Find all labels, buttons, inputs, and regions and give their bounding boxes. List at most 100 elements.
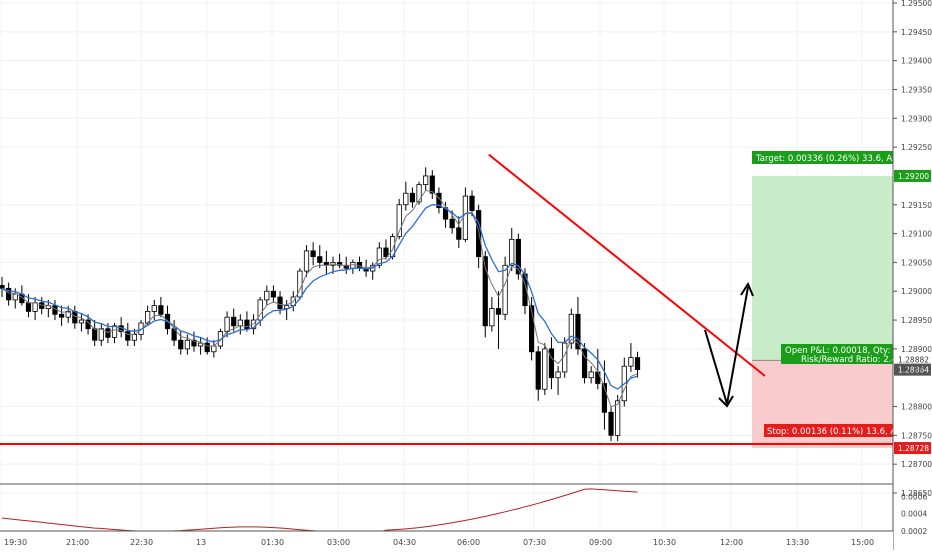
candle-body [231,316,237,327]
candle-body [634,357,641,371]
time-tick-label: 04:30 [393,538,416,547]
projection-arrow[interactable] [704,281,754,408]
candle-body [515,238,521,275]
price-tick-label: 1.29350 [901,85,932,94]
candle-body [264,290,270,301]
projection-path [704,286,749,405]
candle-body [6,287,12,301]
price-tag-box [894,442,931,455]
candle-body [529,305,535,353]
time-tick-label: 09:00 [589,538,612,547]
osc-tick-label: 0.0004 [901,510,927,519]
candle-body [535,351,541,390]
drawn-lines[interactable] [0,153,893,445]
time-tick-label: 19:30 [4,538,27,547]
candle-body [575,313,581,350]
candle-body [78,319,85,324]
price-tick-label: 1.29000 [901,287,932,296]
candle-body [376,247,382,266]
stop-label: Stop: 0.00136 (0.11%) 13.6, Amoun [767,427,920,437]
position-zones[interactable] [752,175,893,449]
candle-body [178,339,184,350]
position-labels: Target: 0.00336 (0.26%) 33.6, Amoun Open … [752,151,920,437]
candle-body [588,371,594,379]
candle-body [303,250,310,272]
price-tag-label: 1.28882 [898,355,929,364]
candle-body [0,285,5,289]
time-tick-label: 22:30 [130,538,153,547]
price-tick-label: 1.29050 [901,258,932,267]
price-axis-bg [893,0,932,550]
candle-body [310,250,316,258]
candle-body [151,305,157,312]
candle-body [615,400,621,436]
price-tick-label: 1.28900 [901,345,932,354]
time-axis-bg [0,531,893,550]
candle-body [469,195,475,211]
candle-body [456,227,462,240]
candle-body [224,316,230,332]
price-tick-label: 1.29500 [901,0,932,8]
candle-body [12,293,18,301]
time-tick-label: 06:00 [457,538,480,547]
candle-body [495,308,502,315]
time-tick-label: 15:00 [851,538,874,547]
bar-timer: 00:37 [901,364,923,373]
price-tag-box [894,169,931,182]
time-tick-label: 10:30 [653,538,676,547]
candle-body [548,348,555,379]
price-tick-label: 1.29300 [901,114,932,123]
candle-body [628,357,634,367]
price-tick-label: 1.28750 [901,431,932,440]
candle-body [502,264,508,315]
candle-body [197,342,204,347]
candle-body [217,331,224,347]
candle-body [396,204,402,237]
price-tick-label: 1.29250 [901,143,932,152]
candle-body [125,331,131,341]
candle-body [92,328,98,341]
oscillator-pane [0,483,893,534]
stop-label-box [764,424,893,437]
candle-body [131,334,137,341]
time-tick-label: 13 [196,538,206,547]
price-tick-label: 1.28650 [901,489,932,498]
candle-body [158,305,164,315]
osc-tick-label: 0.0006 [901,492,927,501]
target-label: Target: 0.00336 (0.26%) 33.6, Amoun [755,154,916,164]
candle-body [211,345,217,353]
candle-body [25,302,32,312]
candle-body [449,218,455,229]
candle-body [476,210,482,258]
time-tick-label: 21:00 [66,538,89,547]
candle-body [462,195,469,240]
candle-body [184,339,190,350]
price-tick-label: 1.29100 [901,230,932,239]
rr-label: Risk/Reward Ratio: 2.47 [801,355,902,365]
candle-body [601,383,608,413]
moving-averages [1,189,638,408]
target-label-box [752,151,893,164]
candle-body [191,339,197,347]
candle-body [98,328,104,341]
time-tick-label: 07:30 [523,538,546,547]
price-tick-label: 1.29400 [901,57,932,66]
price-tag-label: 1.29200 [898,172,929,181]
trendline [488,153,766,377]
candle-body [568,313,574,344]
candle-body [32,302,38,312]
price-tick-label: 1.28950 [901,316,932,325]
time-tick-label: 13:30 [786,538,809,547]
candle-body [608,411,614,436]
time-tick-label: 01:30 [261,538,284,547]
candle-body [337,262,343,266]
price-tag-label: 1.28728 [898,444,929,453]
candles [0,167,641,442]
candle-body [111,325,118,338]
candle-body [403,192,409,206]
price-tick-label: 1.28700 [901,460,932,469]
candle-body [105,328,111,338]
osc-tick-label: 0.0002 [901,527,927,536]
